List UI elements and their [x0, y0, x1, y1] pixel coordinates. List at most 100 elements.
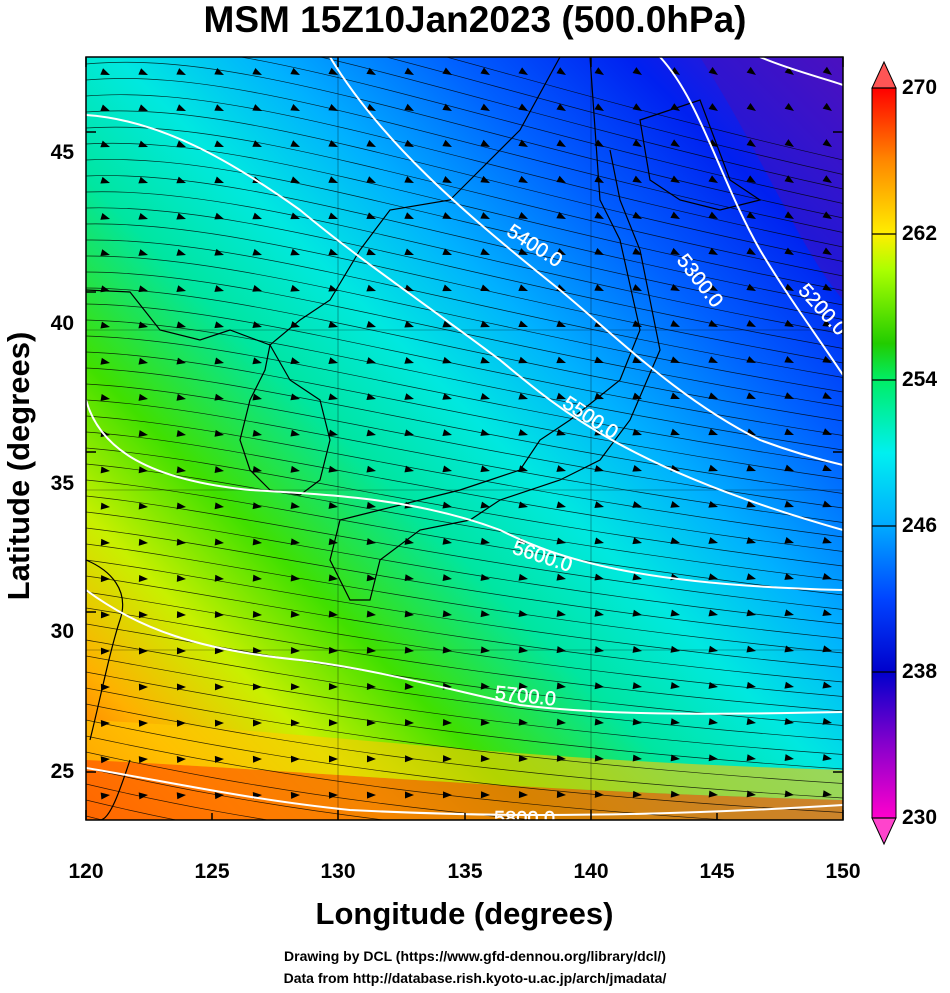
wind-arrow [366, 103, 376, 111]
wind-arrow [442, 465, 452, 473]
wind-arrow [746, 464, 756, 472]
wind-arrow [138, 466, 148, 474]
wind-arrow [746, 609, 756, 617]
wind-arrow [556, 248, 566, 255]
wind-arrow [176, 285, 186, 292]
wind-arrow [708, 66, 718, 75]
wind-arrow [556, 609, 566, 617]
wind-arrow [100, 611, 110, 619]
wind-arrow [442, 176, 452, 183]
wind-arrow [822, 247, 832, 255]
wind-arrow [632, 175, 642, 183]
wind-arrow [822, 717, 832, 725]
wind-arrow [518, 67, 528, 75]
wind-arrow [442, 429, 452, 437]
wind-arrow [784, 356, 794, 363]
wind-arrow [176, 176, 186, 184]
wind-arrow [746, 681, 756, 689]
wind-streamlines [86, 57, 843, 820]
wind-arrow [442, 537, 452, 545]
wind-arrow [784, 102, 794, 111]
wind-arrow [518, 718, 528, 726]
wind-arrow [556, 646, 566, 654]
wind-arrow [784, 790, 794, 798]
wind-arrow [480, 501, 490, 509]
wind-arrow [138, 249, 148, 256]
wind-arrow [594, 609, 604, 617]
streamline [86, 495, 843, 610]
wind-arrow [328, 791, 338, 799]
x-tick-label: 125 [194, 860, 230, 883]
wind-arrow [252, 321, 262, 328]
wind-arrow [138, 502, 148, 510]
wind-arrow [214, 719, 224, 727]
colorbar-tick-label: 270 [902, 76, 938, 99]
wind-arrow [518, 248, 528, 255]
wind-arrow [176, 357, 186, 365]
streamline [86, 719, 843, 813]
wind-arrow [518, 429, 528, 436]
wind-arrow [708, 392, 718, 399]
wind-arrow [138, 430, 148, 438]
contour-label-5800: 5800.0 [494, 808, 555, 830]
wind-arrow [290, 646, 300, 654]
streamline [86, 415, 843, 538]
wind-arrow [518, 139, 528, 147]
wind-arrow [822, 536, 832, 544]
wind-arrow [784, 681, 794, 689]
wind-arrow [556, 537, 566, 545]
wind-arrow [556, 573, 566, 581]
wind-arrow [100, 104, 110, 112]
wind-arrow [214, 104, 224, 111]
wind-arrow [328, 574, 338, 582]
graticule [86, 57, 843, 820]
wind-arrow [784, 175, 794, 183]
wind-arrow [100, 394, 110, 401]
credit-data: Data from http://database.rish.kyoto-u.a… [283, 970, 667, 986]
wind-arrow [518, 610, 528, 617]
wind-arrow [784, 66, 794, 75]
wind-arrow [670, 428, 680, 436]
wind-arrow [708, 790, 718, 798]
wind-arrow [594, 573, 604, 581]
wind-arrow [214, 792, 224, 800]
wind-arrow [594, 67, 604, 75]
wind-arrow [138, 611, 148, 619]
wind-arrow [404, 212, 414, 219]
wind-arrow [784, 754, 794, 762]
streamline [86, 383, 843, 509]
streamline [86, 687, 843, 784]
streamline [384, 57, 843, 175]
wind-arrow [822, 355, 832, 363]
wind-arrow [328, 755, 338, 763]
wind-arrow [404, 791, 414, 799]
wind-arrow [632, 247, 642, 255]
wind-arrow [708, 537, 718, 544]
wind-arrow [670, 537, 680, 545]
wind-arrow [822, 428, 832, 435]
wind-arrow [480, 248, 490, 255]
wind-arrow [480, 175, 490, 183]
wind-arrow [176, 647, 186, 655]
wind-arrow [176, 466, 186, 474]
wind-arrow [214, 248, 224, 256]
wind-arrow [252, 683, 262, 691]
wind-arrow [594, 754, 604, 762]
wind-arrow [594, 790, 604, 798]
wind-arrow [518, 791, 528, 799]
map-title: MSM 15Z10Jan2023 (500.0hPa) [203, 0, 747, 40]
wind-arrow [632, 754, 642, 762]
wind-arrow [252, 212, 262, 220]
wind-arrow [556, 67, 566, 75]
wind-arrow [252, 357, 262, 365]
wind-arrow [556, 718, 566, 726]
wind-arrow [176, 792, 186, 800]
height-contours [86, 57, 843, 816]
streamline [86, 607, 843, 712]
wind-arrow [328, 429, 338, 437]
streamline [86, 511, 843, 625]
wind-arrow [746, 211, 756, 219]
wind-arrow [290, 212, 300, 220]
wind-arrow [480, 103, 490, 111]
wind-arrow [708, 103, 718, 111]
